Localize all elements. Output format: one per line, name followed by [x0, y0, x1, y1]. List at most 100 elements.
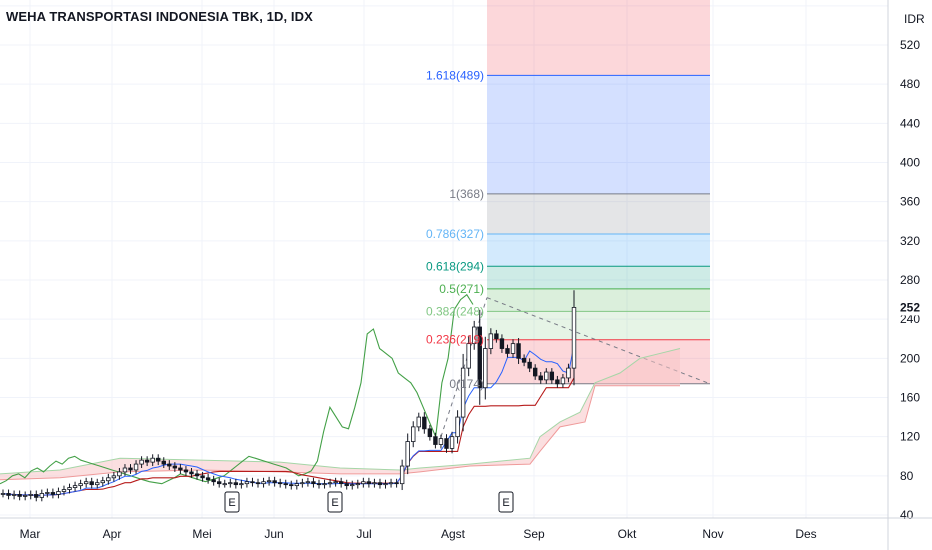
candle-body	[355, 483, 360, 486]
earnings-marker-box	[224, 491, 240, 513]
fibonacci-labels: 1.618(489) 1(368) 0.786(327) 0.618(294) 0.5(…	[426, 68, 484, 390]
price-tick-label: 480	[900, 77, 920, 91]
candle-body	[494, 333, 499, 340]
price-tick-label: 200	[900, 351, 920, 365]
candle-body	[300, 482, 305, 485]
candle-body	[89, 481, 94, 486]
candle-body	[255, 482, 261, 485]
candle-body	[50, 492, 56, 495]
candle-body	[499, 338, 505, 349]
time-axis: Mar Apr Mei Jun Jul Agst Sep Okt Nov Des	[0, 517, 932, 541]
candle-body	[560, 377, 566, 385]
candle-body	[394, 482, 399, 485]
candle-body	[327, 482, 333, 485]
fib-zone	[487, 288, 710, 312]
candle-body	[178, 467, 183, 471]
candle-body	[272, 480, 277, 484]
candle-body	[422, 416, 427, 430]
fib-zone	[487, 233, 710, 267]
candle-body	[322, 483, 327, 486]
fib-zone	[487, 266, 710, 289]
candle-body	[383, 483, 388, 486]
candle-body	[139, 459, 144, 465]
candle-body	[477, 326, 482, 389]
earnings-marker-label: E	[502, 497, 509, 509]
candle-body	[449, 436, 455, 449]
candle-body	[472, 326, 477, 345]
earnings-marker-box	[327, 491, 343, 513]
fib-level-label: 0(174)	[449, 377, 484, 391]
lagging-line	[0, 293, 474, 485]
candle-body	[6, 493, 11, 496]
earnings-marker-box	[498, 491, 514, 513]
candle-body	[466, 343, 471, 369]
candle-body	[510, 343, 516, 354]
time-tick-label: Mei	[192, 527, 211, 541]
last-price-label: 252	[900, 300, 920, 314]
time-tick-label: Okt	[618, 527, 637, 541]
candle-body	[460, 367, 466, 418]
candle-body	[95, 482, 100, 486]
candle-body	[11, 494, 17, 496]
candle-body	[555, 379, 560, 385]
candle-body	[549, 371, 555, 381]
candle-body	[277, 482, 283, 485]
grid	[0, 0, 888, 518]
candle-body	[39, 493, 45, 498]
candle-body	[438, 438, 444, 445]
candle-body	[521, 357, 527, 363]
candle-body	[411, 426, 416, 442]
candle-body	[34, 494, 39, 498]
price-tick-label: 40	[900, 508, 914, 522]
fib-level-label: 0.618(294)	[426, 259, 484, 273]
candle-body	[217, 481, 222, 485]
price-tick-label: 80	[900, 469, 914, 483]
fib-zone-top	[487, 0, 710, 76]
candle-body	[172, 465, 178, 469]
earnings-marker-label: E	[228, 497, 235, 509]
last-price-bg	[889, 299, 932, 316]
price-tick-label: 160	[900, 391, 920, 405]
candle-body	[161, 460, 166, 465]
time-tick-label: Nov	[702, 527, 723, 541]
candle-body	[67, 487, 72, 490]
price-tick-label: 120	[900, 430, 920, 444]
candle-body	[100, 480, 105, 484]
candle-body	[28, 494, 33, 496]
candle-body	[444, 438, 449, 449]
candle-body	[17, 494, 22, 497]
candle-body	[239, 483, 244, 486]
candle-body	[372, 482, 377, 485]
candle-body	[527, 361, 532, 369]
candle-body	[244, 481, 250, 485]
fib-zone	[487, 311, 710, 340]
candle-body	[61, 489, 67, 492]
candle-body	[250, 481, 255, 484]
fib-level-label: 0.5(271)	[439, 282, 484, 296]
candle-body	[78, 483, 83, 487]
fib-level-label: 1.618(489)	[426, 68, 484, 82]
candle-body	[122, 467, 128, 473]
candle-body	[388, 482, 394, 485]
earnings-marker-label: E	[331, 497, 338, 509]
price-axis: 40 80 120 160 200 240 280 320 360 400 440 480 520 IDR…	[887, 0, 932, 550]
candle-body	[83, 481, 89, 485]
cloud-span-b	[0, 385, 680, 481]
candle-body	[427, 428, 433, 438]
fib-level-label: 0.382(248)	[426, 304, 484, 318]
time-tick-label: Agst	[441, 527, 466, 541]
candle-body	[45, 492, 50, 494]
candlestick-series	[0, 290, 577, 502]
candle-body	[399, 465, 405, 485]
candle-body	[483, 348, 488, 389]
candle-body	[222, 483, 227, 486]
base-line	[2, 377, 575, 496]
chart-title: WEHA TRANSPORTASI INDONESIA TBK, 1D, IDX	[6, 9, 313, 24]
candle-body	[488, 333, 494, 349]
time-tick-label: Des	[795, 527, 816, 541]
candle-body	[311, 481, 316, 485]
candle-body	[128, 467, 133, 471]
candle-body	[455, 416, 460, 438]
time-tick-label: Apr	[103, 527, 122, 541]
